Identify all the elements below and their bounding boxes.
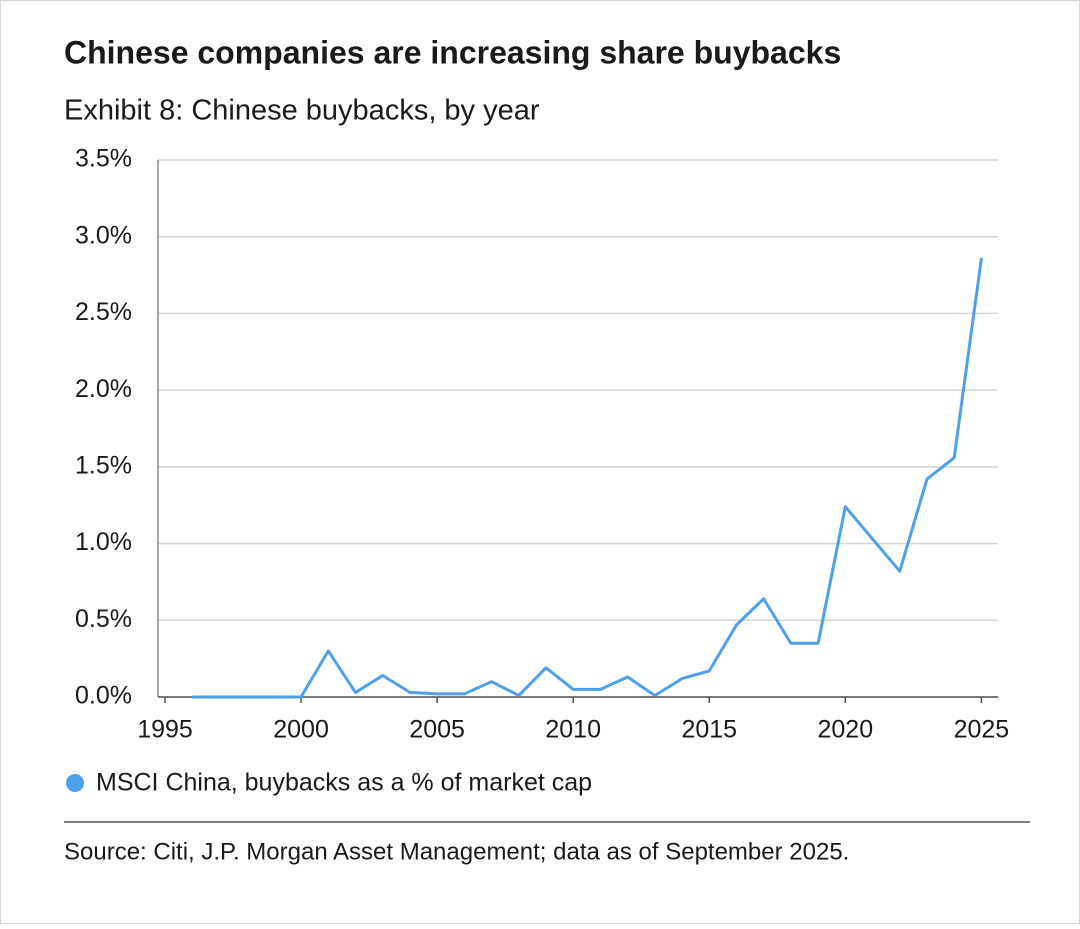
series-line	[192, 257, 983, 699]
y-tick-label: 3.5%	[75, 145, 132, 173]
y-tick-label: 1.0%	[75, 528, 132, 556]
x-tick-label: 1995	[137, 716, 193, 744]
source-note: Source: Citi, J.P. Morgan Asset Manageme…	[64, 838, 849, 865]
legend-label: MSCI China, buybacks as a % of market ca…	[96, 769, 592, 797]
x-tick-label: 2025	[954, 716, 1010, 744]
legend-swatch	[66, 774, 84, 792]
x-tick-label: 2020	[818, 716, 874, 744]
x-tick-label: 2010	[545, 716, 601, 744]
y-tick-label: 3.0%	[75, 221, 132, 249]
y-tick-label: 0.0%	[75, 682, 132, 710]
y-tick-label: 2.5%	[75, 298, 132, 326]
y-tick-label: 2.0%	[75, 375, 132, 403]
x-tick-label: 2005	[409, 716, 465, 744]
x-tick-label: 2015	[681, 716, 737, 744]
chart-title: Chinese companies are increasing share b…	[64, 34, 841, 70]
chart-subtitle: Exhibit 8: Chinese buybacks, by year	[64, 95, 540, 127]
y-tick-label: 1.5%	[75, 451, 132, 479]
x-tick-label: 2000	[273, 716, 329, 744]
y-tick-label: 0.5%	[75, 605, 132, 633]
